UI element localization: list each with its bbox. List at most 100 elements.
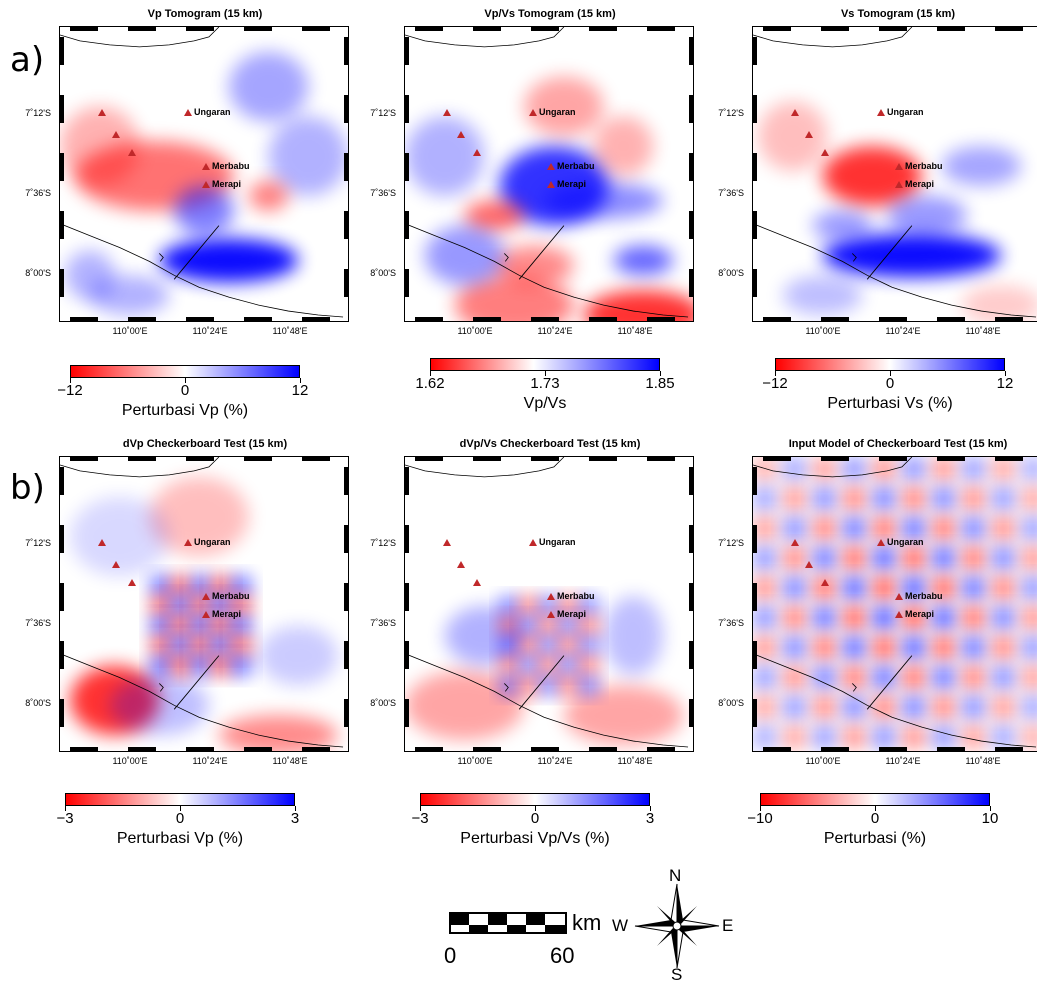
volcano-marker-icon (202, 593, 210, 600)
panel-title: Vp/Vs Tomogram (15 km) (484, 8, 616, 20)
frame-tick (937, 317, 965, 321)
frame-tick (344, 641, 348, 669)
map-frame: Ungaran Merbabu Merapi (59, 26, 349, 322)
volcano-marker-icon (443, 539, 451, 546)
lon-tick-label: 110˚24'E (537, 756, 573, 766)
frame-tick (344, 211, 348, 239)
volcano-label: Merbabu (212, 161, 250, 171)
colorbar-tickmark (295, 806, 296, 811)
colorbar-tickmark (1005, 371, 1006, 376)
colorbar-tickmark (760, 806, 761, 811)
lon-tick-label: 110˚00'E (457, 756, 493, 766)
colorbar-tick-label: 3 (645, 810, 655, 827)
frame-tick (415, 317, 443, 321)
frame-tick (60, 525, 64, 553)
volcano-marker-icon (202, 163, 210, 170)
frame-tick (244, 317, 272, 321)
lat-tick-label: 7˚12'S (718, 538, 744, 548)
colorbar-tick-label: 0 (530, 810, 540, 827)
frame-tick (689, 699, 693, 727)
colorbar-tickmark (990, 806, 991, 811)
lat-tick-label: 7˚36'S (370, 188, 396, 198)
anomaly-field (60, 27, 348, 318)
colorbar-tickmark (890, 371, 891, 376)
frame-tick (60, 37, 64, 65)
frame-tick (405, 95, 409, 123)
frame-tick (821, 747, 849, 751)
frame-tick (473, 27, 501, 31)
frame-tick (344, 153, 348, 181)
frame-tick (589, 747, 617, 751)
panel-title: dVp/Vs Checkerboard Test (15 km) (459, 438, 641, 450)
volcano-marker-icon (202, 181, 210, 188)
colorbar-tickmark (535, 806, 536, 811)
frame-tick (937, 747, 965, 751)
lat-tick-label: 7˚12'S (25, 538, 51, 548)
colorbar-gradient (65, 793, 295, 806)
volcano-marker-icon (547, 163, 555, 170)
colorbar-tick-label: 1.85 (645, 375, 675, 392)
frame-tick (879, 747, 907, 751)
volcano-marker-icon (529, 109, 537, 116)
frame-tick (689, 467, 693, 495)
volcano-label: Ungaran (539, 537, 576, 547)
frame-tick (186, 457, 214, 461)
compass-s: S (671, 965, 683, 984)
frame-tick (128, 747, 156, 751)
colorbar-title: Perturbasi (%) (823, 830, 927, 847)
frame-tick (689, 153, 693, 181)
volcano-marker-icon (791, 539, 799, 546)
frame-tick (344, 699, 348, 727)
map-frame: Ungaran Merbabu Merapi (752, 456, 1037, 752)
frame-tick (589, 27, 617, 31)
frame-tick (302, 27, 330, 31)
lat-tick-label: 8˚00'S (25, 268, 51, 278)
colorbar-tick-label: 12 (996, 375, 1014, 392)
volcano-marker-icon (895, 163, 903, 170)
frame-tick (689, 95, 693, 123)
lon-tick-label: 110˚48'E (965, 756, 1001, 766)
anomaly-field (60, 457, 344, 751)
lon-tick-label: 110˚00'E (112, 326, 148, 336)
frame-tick (60, 699, 64, 727)
colorbar-gradient (775, 358, 1005, 371)
frame-tick (753, 37, 757, 65)
colorbar-gradient (760, 793, 990, 806)
volcano-label: Ungaran (194, 107, 231, 117)
volcano-label: Ungaran (887, 107, 924, 117)
lat-tick-label: 7˚12'S (370, 108, 396, 118)
volcano-label: Merapi (557, 179, 587, 189)
lon-tick-label: 110˚48'E (965, 326, 1001, 336)
frame-tick (821, 317, 849, 321)
frame-tick (531, 27, 559, 31)
colorbar-tick-label: 0 (175, 810, 185, 827)
frame-tick (753, 211, 757, 239)
volcano-marker-icon (805, 561, 813, 568)
map-frame: Ungaran Merbabu Merapi (752, 26, 1037, 322)
frame-tick (531, 747, 559, 751)
colorbar-tickmark (180, 806, 181, 811)
scale-bar: km 0 60 (444, 905, 601, 980)
frame-tick (344, 467, 348, 495)
lon-tick-label: 110˚24'E (885, 326, 921, 336)
colorbar-gradient (430, 358, 660, 371)
volcano-marker-icon (895, 181, 903, 188)
lon-tick-label: 110˚00'E (805, 326, 841, 336)
colorbar-tickmark (65, 806, 66, 811)
volcano-label: Merapi (212, 179, 242, 189)
map-frame: Ungaran Merbabu Merapi (404, 26, 694, 322)
colorbar-gradient (420, 793, 650, 806)
volcano-marker-icon (791, 109, 799, 116)
colorbar-tickmark (545, 371, 546, 376)
lat-tick-label: 7˚36'S (370, 618, 396, 628)
frame-tick (995, 457, 1023, 461)
volcano-marker-icon (547, 611, 555, 618)
frame-tick (689, 37, 693, 65)
volcano-label: Merbabu (212, 591, 250, 601)
frame-tick (647, 457, 675, 461)
lon-tick-label: 110˚48'E (272, 326, 308, 336)
colorbar-title: Perturbasi Vs (%) (827, 395, 953, 412)
colorbar-tickmark (660, 371, 661, 376)
frame-tick (70, 747, 98, 751)
frame-tick (753, 525, 757, 553)
